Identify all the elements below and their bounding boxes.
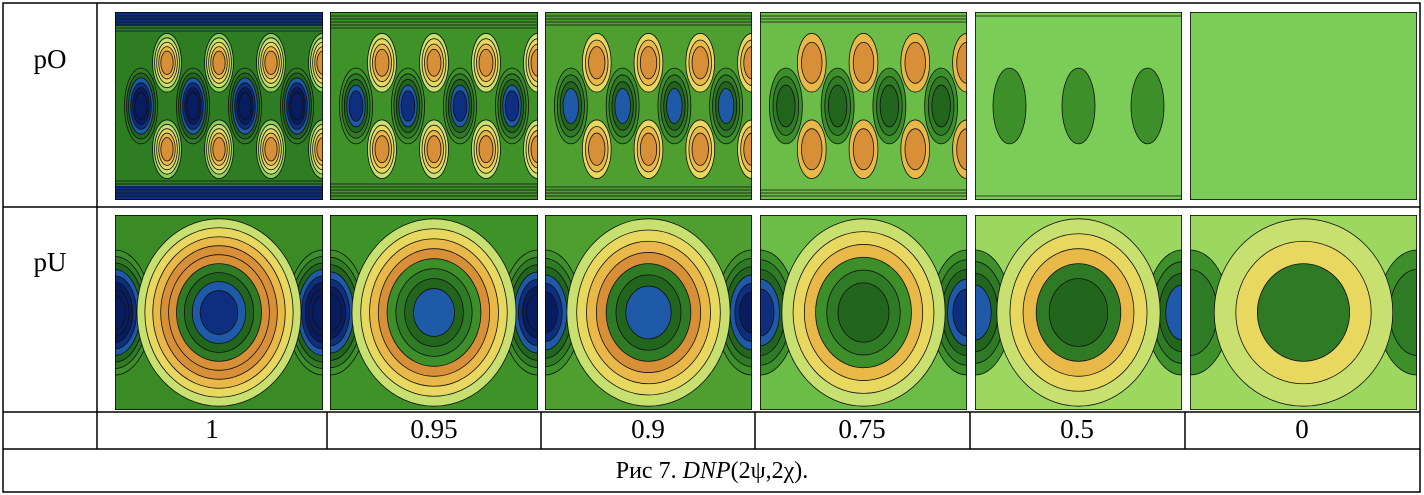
- contour: [853, 42, 874, 83]
- contour: [718, 88, 734, 123]
- contour: [828, 85, 846, 127]
- contour: [1131, 68, 1164, 144]
- contour: [880, 85, 898, 127]
- contour-panel: [509, 215, 788, 410]
- contour: [905, 42, 926, 83]
- contour: [615, 88, 631, 123]
- contour: [932, 85, 950, 127]
- panels: [79, 12, 1424, 410]
- caption-prefix: Рис 7.: [616, 458, 677, 484]
- contour: [213, 51, 225, 75]
- contour-panel: [1190, 12, 1417, 200]
- caption: Рис 7.DNP(2ψ,2χ).: [616, 458, 809, 484]
- contour: [291, 92, 303, 119]
- contour: [1049, 279, 1107, 347]
- contour: [667, 88, 683, 123]
- row-label: pO: [34, 44, 67, 74]
- contour: [375, 49, 389, 76]
- value-label: 0.75: [838, 414, 885, 444]
- contour: [1062, 68, 1095, 144]
- contour: [479, 136, 493, 163]
- contour: [135, 92, 147, 119]
- contour: [692, 47, 708, 79]
- contour: [161, 137, 173, 161]
- caption-italic: DNP: [682, 458, 731, 484]
- contour: [479, 49, 493, 76]
- value-label: 0.95: [410, 414, 457, 444]
- contour-panel: [760, 12, 981, 200]
- contour: [265, 137, 277, 161]
- contour: [640, 47, 656, 79]
- contour: [187, 92, 199, 119]
- contour: [401, 91, 415, 122]
- contour: [777, 85, 795, 127]
- contour: [563, 88, 579, 123]
- contour-panel: [939, 215, 1218, 410]
- value-label: 0.9: [631, 414, 665, 444]
- contour: [427, 49, 441, 76]
- contour-panel: [330, 12, 552, 200]
- value-label: 0: [1295, 414, 1309, 444]
- contour: [589, 133, 605, 165]
- contour-panel: [79, 215, 360, 410]
- contour: [801, 42, 822, 83]
- contour: [200, 291, 238, 335]
- contour-panel: [115, 12, 337, 200]
- contour-panel: [724, 215, 1003, 410]
- contour: [453, 91, 467, 122]
- contour: [626, 286, 671, 339]
- contour: [375, 136, 389, 163]
- contour: [905, 129, 926, 170]
- contour: [801, 129, 822, 170]
- contour: [413, 289, 454, 337]
- row-label: pU: [34, 247, 67, 277]
- contour: [239, 92, 251, 119]
- contour: [427, 136, 441, 163]
- contour-panel: [294, 215, 575, 410]
- contour-panel: [1151, 215, 1424, 410]
- contour: [161, 51, 173, 75]
- panel-bg: [1190, 12, 1417, 200]
- contour: [993, 68, 1026, 144]
- contour: [1257, 264, 1349, 362]
- contour-panel: [975, 12, 1182, 200]
- figure-table: pO pU 1 0.95 0.9 0.75 0.5 0 Рис 7.DNP(2ψ…: [0, 0, 1424, 495]
- value-label: 0.5: [1060, 414, 1094, 444]
- contour-panel: [545, 12, 766, 200]
- contour: [349, 91, 363, 122]
- value-label: 1: [205, 414, 219, 444]
- caption-suffix: (2ψ,2χ).: [731, 458, 809, 484]
- contour: [853, 129, 874, 170]
- contour: [213, 137, 225, 161]
- contour: [505, 91, 519, 122]
- contour: [589, 47, 605, 79]
- contour: [692, 133, 708, 165]
- contour: [640, 133, 656, 165]
- contour: [838, 283, 889, 342]
- contour: [265, 51, 277, 75]
